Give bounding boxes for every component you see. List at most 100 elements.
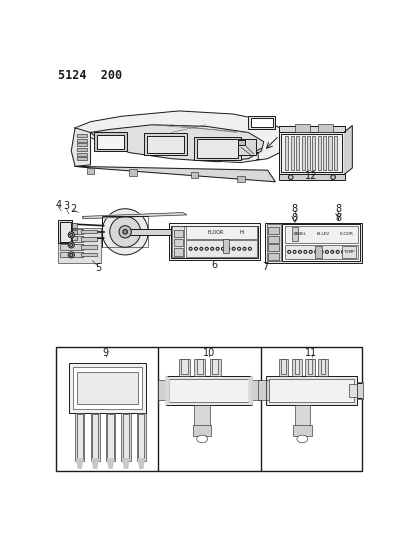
Bar bbox=[197, 140, 238, 158]
Circle shape bbox=[315, 251, 318, 253]
Circle shape bbox=[331, 175, 335, 180]
Text: TEMP: TEMP bbox=[344, 250, 355, 254]
Circle shape bbox=[325, 251, 328, 253]
Bar bbox=[237, 175, 244, 182]
Circle shape bbox=[110, 216, 141, 247]
Text: 11: 11 bbox=[305, 348, 318, 358]
Text: 3: 3 bbox=[63, 201, 69, 212]
Bar bbox=[58, 220, 72, 244]
Bar bbox=[91, 413, 100, 461]
Circle shape bbox=[243, 247, 246, 251]
Bar bbox=[81, 245, 97, 249]
Bar bbox=[269, 379, 354, 402]
Bar bbox=[60, 222, 71, 242]
Bar bbox=[186, 240, 257, 257]
Text: 5124  200: 5124 200 bbox=[58, 69, 122, 83]
Bar bbox=[60, 229, 83, 234]
Text: BI-LEV: BI-LEV bbox=[317, 232, 330, 236]
Bar bbox=[197, 359, 203, 374]
Polygon shape bbox=[75, 111, 287, 163]
Bar bbox=[195, 405, 210, 426]
Bar bbox=[169, 379, 249, 402]
Bar bbox=[210, 359, 221, 376]
Bar bbox=[223, 239, 229, 253]
Bar bbox=[284, 225, 358, 243]
Polygon shape bbox=[92, 459, 98, 468]
Bar bbox=[78, 157, 86, 160]
Ellipse shape bbox=[297, 435, 308, 443]
Bar bbox=[292, 359, 302, 376]
Bar bbox=[315, 246, 322, 258]
Circle shape bbox=[123, 230, 127, 234]
Bar bbox=[147, 135, 184, 152]
Circle shape bbox=[304, 251, 307, 253]
Bar bbox=[266, 376, 357, 405]
Bar bbox=[282, 134, 342, 172]
Bar bbox=[284, 245, 358, 259]
Bar bbox=[252, 381, 260, 400]
Bar bbox=[334, 135, 337, 170]
Bar bbox=[323, 135, 326, 170]
Text: PANEL: PANEL bbox=[293, 232, 306, 236]
Text: FLOOR: FLOOR bbox=[207, 230, 224, 235]
Polygon shape bbox=[138, 459, 144, 468]
Bar bbox=[312, 135, 315, 170]
Bar bbox=[106, 413, 115, 461]
Bar bbox=[268, 227, 279, 234]
Bar bbox=[204, 227, 211, 237]
Bar bbox=[265, 223, 361, 263]
Circle shape bbox=[70, 253, 73, 256]
Bar bbox=[144, 133, 187, 155]
Bar bbox=[307, 135, 310, 170]
Bar bbox=[267, 224, 281, 261]
Circle shape bbox=[102, 209, 148, 255]
Bar bbox=[172, 227, 184, 257]
Circle shape bbox=[232, 247, 235, 251]
Circle shape bbox=[227, 247, 230, 251]
Bar bbox=[60, 244, 83, 249]
Bar bbox=[58, 228, 100, 263]
Bar bbox=[69, 363, 146, 413]
Bar bbox=[78, 152, 86, 156]
Bar bbox=[279, 359, 288, 376]
Circle shape bbox=[205, 247, 208, 251]
Circle shape bbox=[216, 247, 219, 251]
Bar bbox=[94, 133, 127, 151]
Bar bbox=[268, 236, 279, 243]
Bar bbox=[179, 359, 190, 376]
Bar bbox=[186, 227, 257, 239]
Circle shape bbox=[70, 244, 73, 246]
Text: 6: 6 bbox=[211, 260, 217, 270]
Circle shape bbox=[68, 242, 74, 248]
Bar bbox=[266, 381, 274, 400]
Bar bbox=[60, 237, 83, 242]
Bar bbox=[295, 359, 299, 374]
Bar bbox=[174, 230, 183, 237]
Bar bbox=[77, 372, 138, 403]
Bar bbox=[321, 359, 325, 374]
Bar bbox=[72, 236, 77, 240]
Bar bbox=[92, 414, 98, 459]
Bar bbox=[295, 124, 310, 132]
Bar bbox=[318, 124, 333, 132]
Bar bbox=[137, 413, 146, 461]
Polygon shape bbox=[91, 125, 264, 161]
Bar bbox=[182, 359, 188, 374]
Bar bbox=[251, 118, 273, 127]
Polygon shape bbox=[166, 376, 169, 405]
Bar bbox=[78, 143, 86, 147]
Text: 2: 2 bbox=[71, 204, 77, 214]
Bar bbox=[291, 135, 294, 170]
Bar bbox=[349, 384, 357, 398]
Bar bbox=[171, 225, 257, 258]
Bar bbox=[97, 135, 124, 149]
Bar bbox=[268, 244, 279, 251]
Text: HI: HI bbox=[239, 230, 245, 235]
Bar bbox=[129, 169, 137, 175]
Polygon shape bbox=[75, 166, 275, 182]
Text: 10: 10 bbox=[203, 348, 215, 358]
Circle shape bbox=[119, 225, 131, 238]
Circle shape bbox=[222, 247, 224, 251]
Text: 5: 5 bbox=[95, 263, 101, 273]
Bar bbox=[138, 414, 144, 459]
